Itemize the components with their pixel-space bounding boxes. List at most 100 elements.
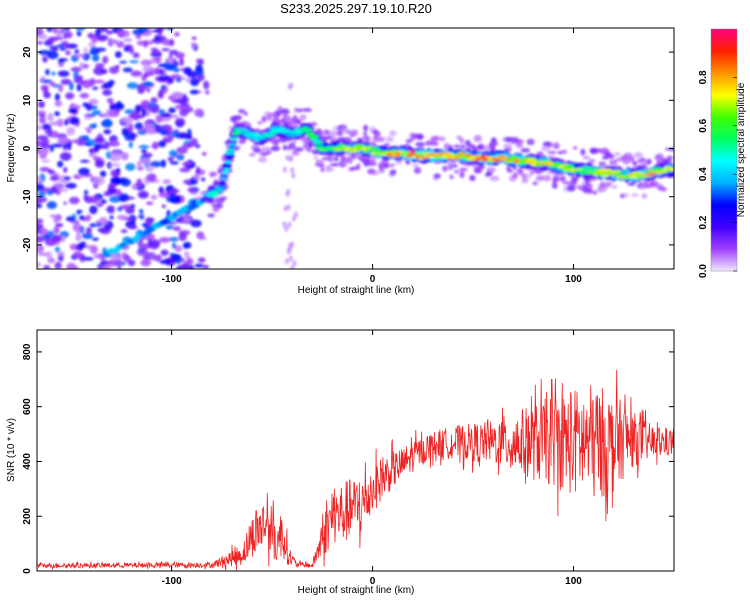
- spectrogram-halo-blob: [630, 193, 640, 197]
- spectrogram-noise-blob: [99, 170, 107, 178]
- spectrogram-noise-blob: [38, 113, 46, 118]
- spectrogram-noise-blob: [159, 259, 171, 265]
- spectrogram-ridge-blob: [218, 180, 226, 187]
- colorbar-tick-label: 0.2: [698, 215, 709, 229]
- spectrogram-noise-blob: [168, 49, 179, 55]
- spectrogram-noise-blob: [186, 258, 194, 265]
- spectrogram-noise-blob: [144, 71, 155, 77]
- spectrogram-halo-blob: [473, 135, 483, 143]
- spectrogram-noise-blob: [121, 127, 129, 137]
- spectrogram-halo-blob: [388, 130, 397, 137]
- spectrogram-noise-blob: [149, 160, 162, 168]
- spectrogram-noise-blob: [172, 242, 177, 249]
- spectrogram-halo-blob: [575, 184, 583, 189]
- spectrogram-halo-blob: [270, 146, 281, 152]
- spectrogram-ridge-blob: [217, 185, 227, 189]
- spectrogram-noise-blob: [79, 241, 87, 249]
- spectrogram-noise-blob: [94, 29, 101, 38]
- spectrogram-halo-blob: [253, 148, 262, 153]
- spectrogram-noise-blob: [154, 67, 161, 75]
- spectrogram-noise-blob: [285, 190, 290, 197]
- spectrogram-halo-blob: [615, 157, 626, 162]
- spectrogram-noise-blob: [195, 58, 202, 64]
- spectrogram-halo-blob: [384, 163, 390, 169]
- spectrogram-halo-blob: [232, 115, 242, 121]
- spectrogram-noise-blob: [37, 245, 41, 253]
- spectrogram-ridge-blob: [225, 160, 232, 164]
- spectrogram-noise-blob: [37, 34, 48, 40]
- spectrogram-noise-blob: [179, 58, 185, 66]
- spectrogram-noise-blob: [142, 64, 151, 73]
- spectrogram-noise-blob: [47, 39, 52, 46]
- spectrogram-halo-blob: [514, 139, 524, 144]
- spectrogram-noise-blob: [37, 124, 43, 131]
- spectrogram-halo-blob: [484, 172, 492, 177]
- spectrogram-noise-blob: [87, 196, 100, 204]
- spectrogram-ridge-blob: [221, 171, 230, 175]
- spectrogram-noise-blob: [52, 143, 64, 148]
- spectrogram-halo-blob: [434, 173, 441, 179]
- spectrogram-ridge-blob: [510, 156, 519, 160]
- spectrogram-noise-blob: [201, 152, 207, 156]
- spectrogram-noise-blob: [139, 214, 145, 220]
- spectrogram-noise-blob: [46, 28, 54, 33]
- spectrogram-noise-blob: [118, 193, 130, 202]
- spectrogram-noise-blob: [93, 176, 105, 186]
- snr-x-tick-label: 100: [565, 576, 582, 587]
- spectrogram-noise-blob: [139, 157, 151, 165]
- spectrogram-noise-blob: [190, 138, 198, 147]
- spectrogram-halo-blob: [320, 166, 325, 173]
- spectrogram-halo-blob: [329, 163, 340, 167]
- spectrogram-halo-blob: [542, 178, 552, 182]
- spectrogram-noise-blob: [123, 38, 133, 43]
- spectrogram-noise-blob: [84, 142, 91, 146]
- spectrogram-noise-blob: [37, 110, 47, 115]
- spectrogram-halo-blob: [586, 187, 593, 192]
- spectrogram-halo-blob: [608, 159, 618, 166]
- spectrogram-noise-blob: [195, 64, 203, 72]
- spectrogram-halo-blob: [552, 175, 560, 183]
- spectrogram-halo-blob: [506, 169, 514, 173]
- spectrogram-noise-blob: [72, 222, 82, 232]
- spectrogram-noise-blob: [198, 236, 207, 240]
- spectrogram-noise-blob: [140, 100, 151, 108]
- spectrogram-noise-blob: [79, 92, 90, 99]
- spectrogram-halo-blob: [299, 114, 307, 121]
- spectrogram-ridge-blob: [305, 128, 312, 132]
- spectrogram-ridge-blob: [312, 139, 322, 143]
- spectrogram-noise-blob: [59, 231, 70, 238]
- spectrogram-noise-blob: [110, 135, 115, 142]
- spectrogram-noise-blob: [53, 215, 59, 224]
- spectrogram-noise-blob: [132, 52, 140, 59]
- spectrogram-halo-blob: [243, 111, 248, 116]
- snr-frame: [36, 329, 675, 572]
- spectrogram-noise-blob: [152, 141, 159, 150]
- spectrogram-noise-blob: [141, 108, 147, 117]
- spectrogram-noise-blob: [125, 163, 136, 171]
- spectrogram-halo-blob: [259, 151, 269, 157]
- spectrogram-ridge-blob: [220, 177, 228, 181]
- spectrogram-noise-blob: [58, 58, 69, 62]
- snr-x-tick-label: -100: [162, 576, 182, 587]
- spectrogram-noise-blob: [121, 152, 129, 161]
- spectrogram-noise-blob: [154, 34, 161, 41]
- spectrogram-noise-blob: [178, 264, 191, 269]
- spectrogram-branch-blob: [187, 204, 196, 211]
- spectrogram-noise-blob: [167, 130, 175, 134]
- spectrogram-noise-blob: [283, 205, 288, 212]
- spectrogram-halo-blob: [270, 112, 277, 117]
- spectrogram-halo-blob: [389, 169, 397, 176]
- spectrogram-noise-blob: [139, 208, 144, 215]
- spectrogram-noise-blob: [190, 42, 197, 50]
- spectrogram-ridge-blob: [227, 143, 238, 147]
- spectrogram-noise-blob: [179, 167, 191, 173]
- spectrogram-noise-blob: [39, 167, 51, 172]
- spectrogram-noise-blob: [109, 195, 121, 203]
- spectrogram-noise-blob: [187, 70, 198, 79]
- spectrogram-halo-blob: [639, 184, 646, 190]
- spectrogram-noise-blob: [55, 223, 64, 228]
- spectrogram-noise-blob: [103, 141, 110, 150]
- colorbar-tick-label: 0.0: [698, 264, 709, 278]
- spectrogram-noise-blob: [82, 79, 93, 89]
- spectrogram-noise-blob: [287, 246, 292, 253]
